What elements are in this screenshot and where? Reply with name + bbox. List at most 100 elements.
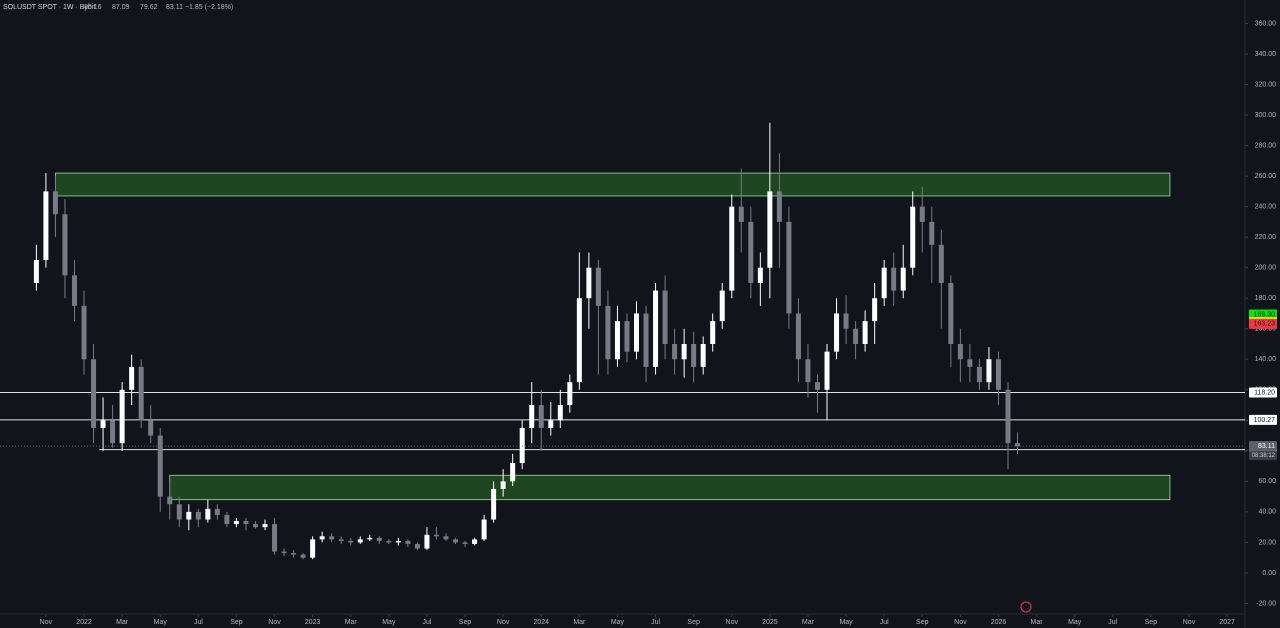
y-tick-label: 180.00 <box>1255 295 1277 302</box>
x-tick-label: Nov <box>1183 619 1196 626</box>
candle-body <box>795 313 801 360</box>
x-tick-label: 2026 <box>991 619 1007 626</box>
candle-body <box>262 524 268 528</box>
y-tick-label: 20.00 <box>1258 539 1276 546</box>
candle-body <box>91 359 97 428</box>
candle-body <box>129 366 135 390</box>
ohlc-low: 79.62 <box>140 4 158 11</box>
candle-body <box>538 405 544 428</box>
candle-body <box>567 382 573 406</box>
candle-body <box>634 313 640 352</box>
candle-body <box>395 540 401 543</box>
x-tick-label: Jul <box>651 619 660 626</box>
candle-body <box>62 214 68 276</box>
candle-body <box>529 405 535 428</box>
candle-body <box>167 496 173 505</box>
candle-body <box>71 275 77 306</box>
candle-body <box>910 206 916 268</box>
candle-body <box>443 536 449 540</box>
x-tick-label: Nov <box>40 619 53 626</box>
candle-body <box>814 382 820 390</box>
candle-body <box>100 420 106 428</box>
candle-body <box>176 504 182 520</box>
candle-body <box>662 290 668 345</box>
candle-body <box>891 267 897 291</box>
candle-body <box>148 420 154 436</box>
x-tick-label: Jul <box>1108 619 1117 626</box>
y-tick-label: 40.00 <box>1258 509 1276 516</box>
price-tag <box>1249 318 1277 329</box>
y-tick-label: 340.00 <box>1255 51 1277 58</box>
price-tag-label: 169.30 <box>1254 311 1276 318</box>
candle-body <box>586 267 592 299</box>
candle-body <box>81 305 87 360</box>
candle-body <box>453 539 459 543</box>
candle-body <box>700 344 706 367</box>
candle-body <box>548 420 554 428</box>
candle-body <box>557 405 563 421</box>
x-tick-label: 2024 <box>533 619 549 626</box>
x-tick-label: Sep <box>687 619 700 626</box>
level-tag <box>1249 387 1277 398</box>
candle-body <box>376 537 382 541</box>
ohlc-high: 87.09 <box>112 4 130 11</box>
x-tick-label: Sep <box>230 619 243 626</box>
countdown: 08:38:12 <box>1252 453 1276 459</box>
x-tick-label: Sep <box>459 619 472 626</box>
candle-body <box>1005 389 1011 444</box>
candle-body <box>576 298 582 383</box>
x-tick-label: Mar <box>1031 619 1044 626</box>
ohlc-close: 83.11 −1.85 (−2.18%) <box>166 4 233 11</box>
candle-body <box>653 290 659 367</box>
candle-body <box>738 206 744 222</box>
candle-body <box>291 553 297 555</box>
candle-body <box>595 267 601 306</box>
y-tick-label: 220.00 <box>1255 234 1277 241</box>
candle-body <box>491 489 497 520</box>
x-tick-label: 2027 <box>1219 619 1235 626</box>
candle-body <box>1015 443 1021 447</box>
price-tag-label: 83.11 <box>1258 443 1275 450</box>
candle-body <box>157 435 163 497</box>
x-tick-label: Mar <box>573 619 586 626</box>
zone <box>55 172 1171 197</box>
candle-body <box>643 313 649 367</box>
x-tick-label: May <box>154 619 168 626</box>
candle-body <box>472 539 478 544</box>
y-tick-label: 60.00 <box>1258 478 1276 485</box>
candle-body <box>367 537 373 540</box>
candle-body <box>386 540 392 543</box>
candle-body <box>824 351 830 390</box>
candle-body <box>805 359 811 383</box>
candle-body <box>681 344 687 360</box>
zone <box>169 474 1171 501</box>
candle-body <box>300 554 306 558</box>
candle-body <box>729 206 735 291</box>
y-tick-label: 320.00 <box>1255 81 1277 88</box>
candle-body <box>243 521 249 525</box>
candle-body <box>881 267 887 299</box>
candle-body <box>224 514 230 525</box>
candle-body <box>719 290 725 322</box>
event-icon[interactable] <box>1020 601 1032 613</box>
candle-body <box>976 366 982 383</box>
candle-body <box>138 366 144 421</box>
candle-body <box>510 463 516 482</box>
x-tick-label: May <box>611 619 625 626</box>
x-tick-label: Jul <box>880 619 889 626</box>
y-tick-label: 160.00 <box>1255 326 1277 333</box>
x-tick-label: Mar <box>116 619 129 626</box>
x-tick-label: Mar <box>802 619 815 626</box>
candle-body <box>186 511 192 520</box>
candle-body <box>433 534 439 537</box>
candle-body <box>110 420 116 444</box>
y-tick-label: 0.00 <box>1262 570 1276 577</box>
candle-body <box>843 313 849 329</box>
candle-body <box>500 481 506 490</box>
candle-body <box>195 511 201 520</box>
candle-body <box>929 221 935 245</box>
y-tick-label: 280.00 <box>1255 142 1277 149</box>
candle-body <box>900 267 906 291</box>
x-tick-label: 2025 <box>762 619 778 626</box>
candle-body <box>957 344 963 360</box>
